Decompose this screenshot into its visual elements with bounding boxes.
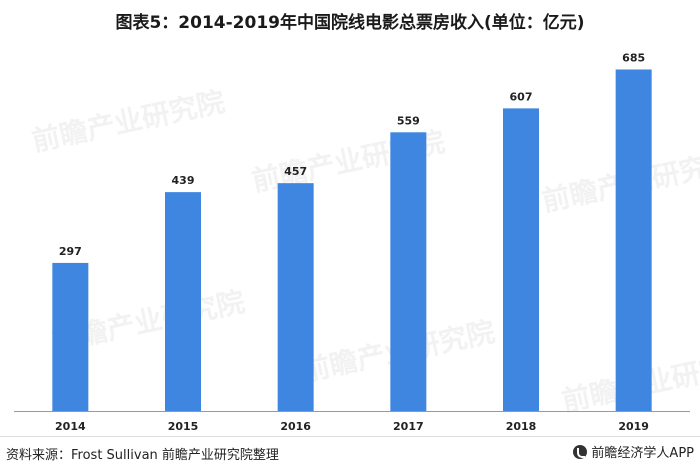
- source-note: 资料来源：Frost Sullivan 前瞻产业研究院整理: [6, 448, 279, 463]
- data-label-2014: 297: [59, 245, 82, 258]
- bar-2019: [615, 69, 652, 411]
- chart-title: 图表5：2014-2019年中国院线电影总票房收入(单位：亿元): [115, 13, 585, 33]
- bar-2015: [165, 192, 201, 411]
- data-label-2016: 457: [284, 165, 307, 178]
- x-tick-2016: 2016: [280, 420, 311, 433]
- bar-2016: [277, 183, 314, 411]
- brand-logo-icon: [573, 444, 588, 459]
- brand-logo: 前瞻经济学人APP: [573, 442, 694, 461]
- data-label-2019: 685: [622, 51, 645, 64]
- x-tick-2018: 2018: [506, 420, 537, 433]
- x-tick-2017: 2017: [393, 420, 424, 433]
- x-tick-2015: 2015: [168, 420, 199, 433]
- x-tick-2014: 2014: [55, 420, 86, 433]
- footer-divider: [0, 436, 700, 437]
- x-tick-2019: 2019: [618, 420, 649, 433]
- data-label-2018: 607: [510, 90, 533, 103]
- bars-group: [52, 69, 652, 412]
- brand-logo-text: 前瞻经济学人APP: [591, 446, 694, 461]
- bar-2017: [390, 132, 427, 411]
- bar-2018: [503, 108, 539, 412]
- bar-2014: [52, 262, 89, 411]
- data-labels: 297 439 457 559 607 685: [59, 51, 645, 257]
- data-label-2017: 559: [397, 114, 420, 127]
- data-label-2015: 439: [172, 174, 195, 187]
- x-tick-labels: 2014 2015 2016 2017 2018 2019: [55, 420, 649, 433]
